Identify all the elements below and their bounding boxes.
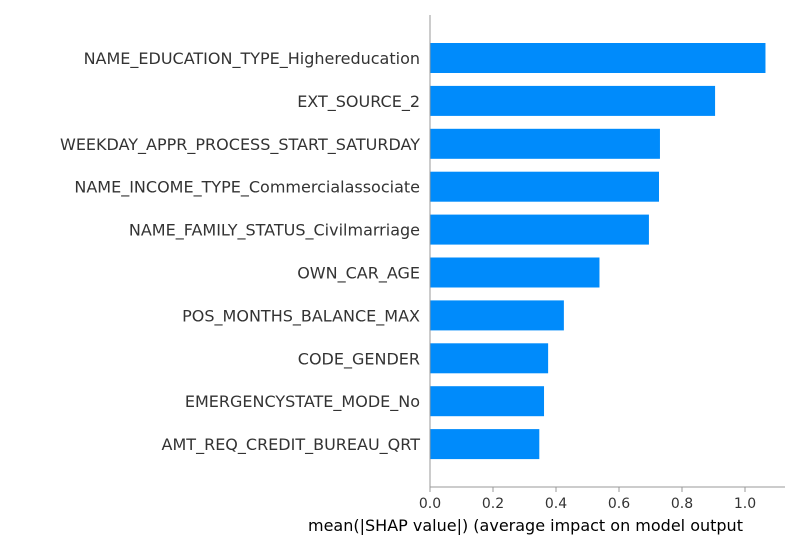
- category-label-name-income-type-commercialassociate: NAME_INCOME_TYPE_Commercialassociate: [74, 178, 420, 198]
- bar-own-car-age: [430, 257, 600, 288]
- x-tick-label-0-2: 0.2: [482, 496, 504, 512]
- x-tick-label-0-0: 0.0: [419, 496, 441, 512]
- bar-code-gender: [430, 343, 549, 374]
- bar-pos-months-balance-max: [430, 300, 564, 331]
- bar-name-education-type-highereducation: [430, 43, 766, 73]
- category-label-pos-months-balance-max: POS_MONTHS_BALANCE_MAX: [182, 306, 420, 326]
- category-label-name-education-type-highereducation: NAME_EDUCATION_TYPE_Highereducation: [84, 49, 420, 69]
- bars-group: [430, 43, 766, 460]
- category-label-weekday-appr-process-start-saturday: WEEKDAY_APPR_PROCESS_START_SATURDAY: [60, 135, 420, 155]
- category-label-emergencystate-mode-no: EMERGENCYSTATE_MODE_No: [185, 392, 420, 412]
- x-tick-label-0-8: 0.8: [671, 496, 693, 512]
- bar-ext-source-2: [430, 85, 716, 116]
- category-label-amt-req-credit-bureau-qrt: AMT_REQ_CREDIT_BUREAU_QRT: [162, 435, 421, 455]
- category-label-code-gender: CODE_GENDER: [298, 349, 420, 369]
- bar-weekday-appr-process-start-saturday: [430, 128, 660, 159]
- x-ticks-group: 0.0 0.2 0.4 0.6 0.8 1.0: [419, 487, 756, 512]
- category-label-name-family-status-civilmarriage: NAME_FAMILY_STATUS_Civilmarriage: [129, 221, 420, 241]
- x-axis-title: mean(|SHAP value|) (average impact on mo…: [308, 516, 743, 535]
- bar-name-income-type-commercialassociate: [430, 171, 660, 202]
- x-tick-label-1-0: 1.0: [734, 496, 756, 512]
- x-tick-label-0-6: 0.6: [608, 496, 630, 512]
- bar-amt-req-credit-bureau-qrt: [430, 429, 540, 460]
- category-labels-group: NAME_EDUCATION_TYPE_Highereducation EXT_S…: [60, 49, 420, 455]
- x-tick-label-0-4: 0.4: [545, 496, 567, 512]
- category-label-own-car-age: OWN_CAR_AGE: [297, 264, 420, 284]
- bar-emergencystate-mode-no: [430, 386, 545, 417]
- bar-name-family-status-civilmarriage: [430, 214, 649, 245]
- category-label-ext-source-2: EXT_SOURCE_2: [297, 92, 420, 112]
